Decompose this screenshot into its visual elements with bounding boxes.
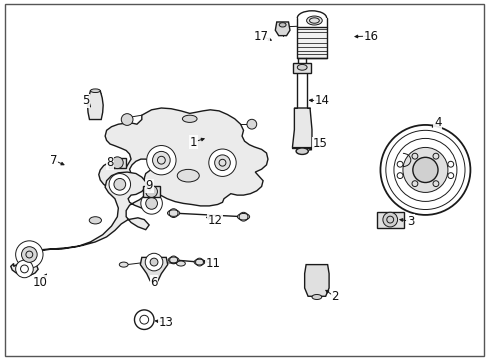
Circle shape — [16, 260, 33, 278]
Text: 1: 1 — [189, 136, 197, 149]
Ellipse shape — [237, 213, 249, 220]
Ellipse shape — [89, 217, 102, 224]
Ellipse shape — [168, 257, 179, 263]
Circle shape — [246, 119, 256, 129]
Circle shape — [208, 149, 236, 176]
Text: 17: 17 — [254, 30, 268, 42]
Polygon shape — [99, 108, 267, 206]
Ellipse shape — [182, 115, 197, 122]
Text: 3: 3 — [406, 215, 414, 228]
Circle shape — [412, 157, 437, 183]
Polygon shape — [275, 22, 289, 36]
Ellipse shape — [176, 261, 185, 266]
Text: 16: 16 — [364, 30, 378, 42]
Ellipse shape — [167, 210, 180, 216]
Circle shape — [111, 157, 123, 168]
Ellipse shape — [279, 23, 285, 27]
Polygon shape — [20, 172, 160, 259]
Polygon shape — [108, 158, 126, 168]
Text: 8: 8 — [106, 156, 114, 169]
Circle shape — [121, 114, 133, 125]
Polygon shape — [376, 212, 403, 228]
Ellipse shape — [306, 16, 322, 25]
Ellipse shape — [296, 148, 308, 154]
Text: 10: 10 — [33, 276, 47, 289]
Polygon shape — [304, 265, 328, 296]
Text: 13: 13 — [159, 316, 173, 329]
Circle shape — [145, 186, 157, 197]
Polygon shape — [11, 262, 38, 275]
Polygon shape — [297, 27, 326, 58]
Circle shape — [150, 258, 158, 266]
Circle shape — [152, 152, 170, 169]
Ellipse shape — [297, 64, 306, 70]
Text: 5: 5 — [81, 94, 89, 107]
Ellipse shape — [119, 262, 128, 267]
Text: 14: 14 — [314, 94, 328, 107]
Polygon shape — [140, 257, 167, 281]
Text: 12: 12 — [207, 214, 222, 227]
Circle shape — [21, 247, 37, 262]
Circle shape — [141, 193, 162, 214]
Text: 15: 15 — [312, 138, 327, 150]
Circle shape — [146, 145, 176, 175]
Text: 11: 11 — [205, 257, 220, 270]
Circle shape — [109, 174, 130, 195]
Circle shape — [402, 148, 447, 192]
Text: 6: 6 — [150, 276, 158, 289]
Ellipse shape — [311, 294, 321, 300]
Polygon shape — [292, 108, 311, 148]
Polygon shape — [142, 186, 160, 197]
Text: 7: 7 — [50, 154, 58, 167]
Ellipse shape — [194, 259, 204, 265]
Polygon shape — [293, 63, 310, 73]
Circle shape — [16, 241, 43, 268]
Circle shape — [145, 198, 157, 209]
Ellipse shape — [177, 169, 199, 182]
Text: 2: 2 — [330, 291, 338, 303]
Circle shape — [145, 253, 163, 271]
Polygon shape — [87, 91, 103, 120]
Ellipse shape — [90, 89, 100, 93]
Circle shape — [214, 155, 230, 171]
Circle shape — [382, 212, 397, 227]
Text: 9: 9 — [145, 179, 153, 192]
Text: 4: 4 — [433, 116, 441, 129]
Circle shape — [114, 179, 125, 190]
